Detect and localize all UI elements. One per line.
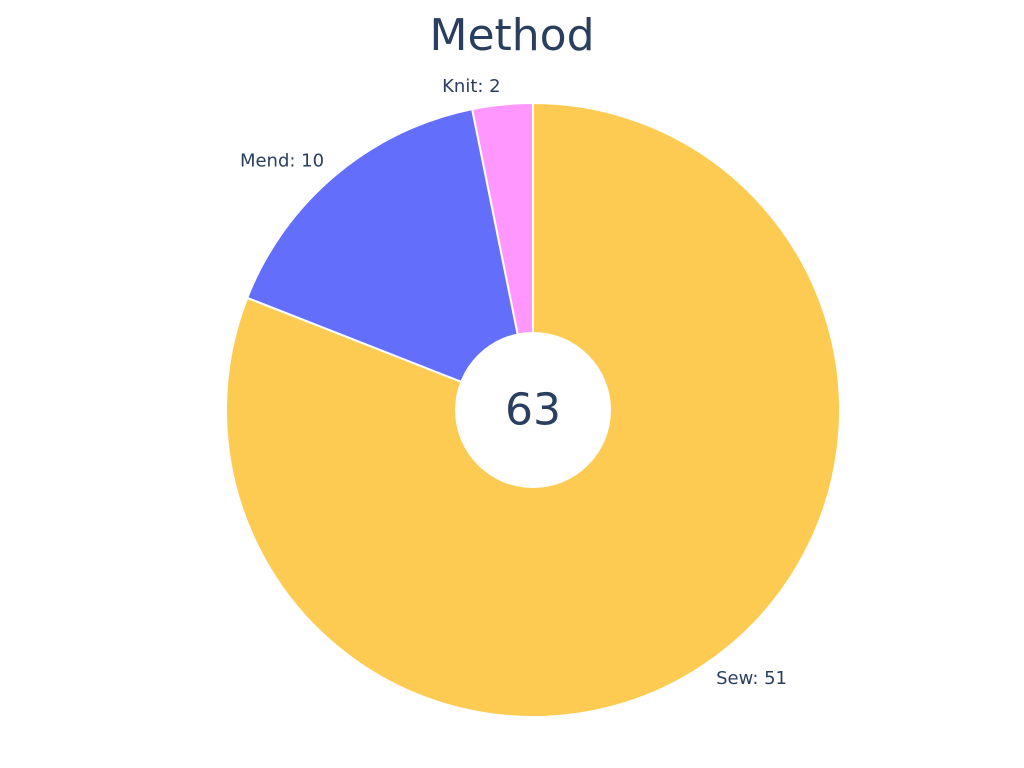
center-total-label: 63 xyxy=(505,385,561,436)
pie-slice-mend[interactable] xyxy=(245,107,535,412)
slice-label-knit: Knit: 2 xyxy=(442,76,501,97)
chart-title: Method xyxy=(429,10,595,61)
slice-label-mend: Mend: 10 xyxy=(240,151,324,172)
pie-slice-knit[interactable] xyxy=(470,101,534,411)
labels-layer: Sew: 51 Mend: 10 Knit: 2 xyxy=(240,76,787,689)
donut-hole xyxy=(455,332,611,488)
slice-label-sew: Sew: 51 xyxy=(716,668,787,689)
